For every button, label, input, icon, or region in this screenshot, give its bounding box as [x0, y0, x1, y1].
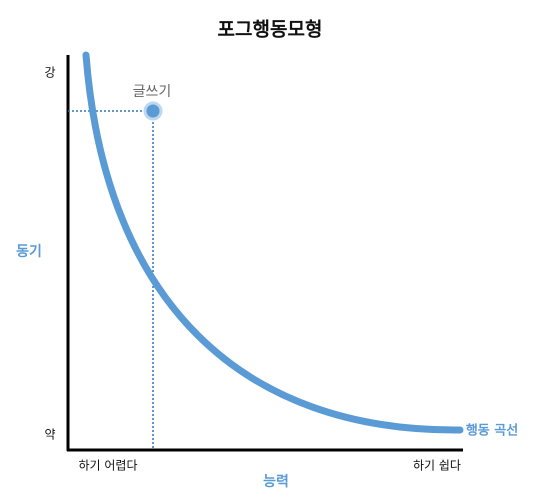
- x-low-label: 하기 어렵다: [78, 459, 137, 473]
- y-axis-label: 동기: [16, 244, 42, 260]
- x-high-label: 하기 쉽다: [413, 459, 461, 473]
- point-label: 글쓰기: [133, 84, 172, 100]
- x-axis-label: 능력: [263, 474, 289, 490]
- y-low-label: 약: [44, 427, 55, 442]
- behavior-point: [143, 101, 163, 121]
- curve-label: 행동 곡선: [466, 423, 518, 439]
- action-curve: [82, 51, 464, 434]
- y-high-label: 강: [44, 66, 55, 80]
- title: 포그행동모형: [218, 19, 323, 41]
